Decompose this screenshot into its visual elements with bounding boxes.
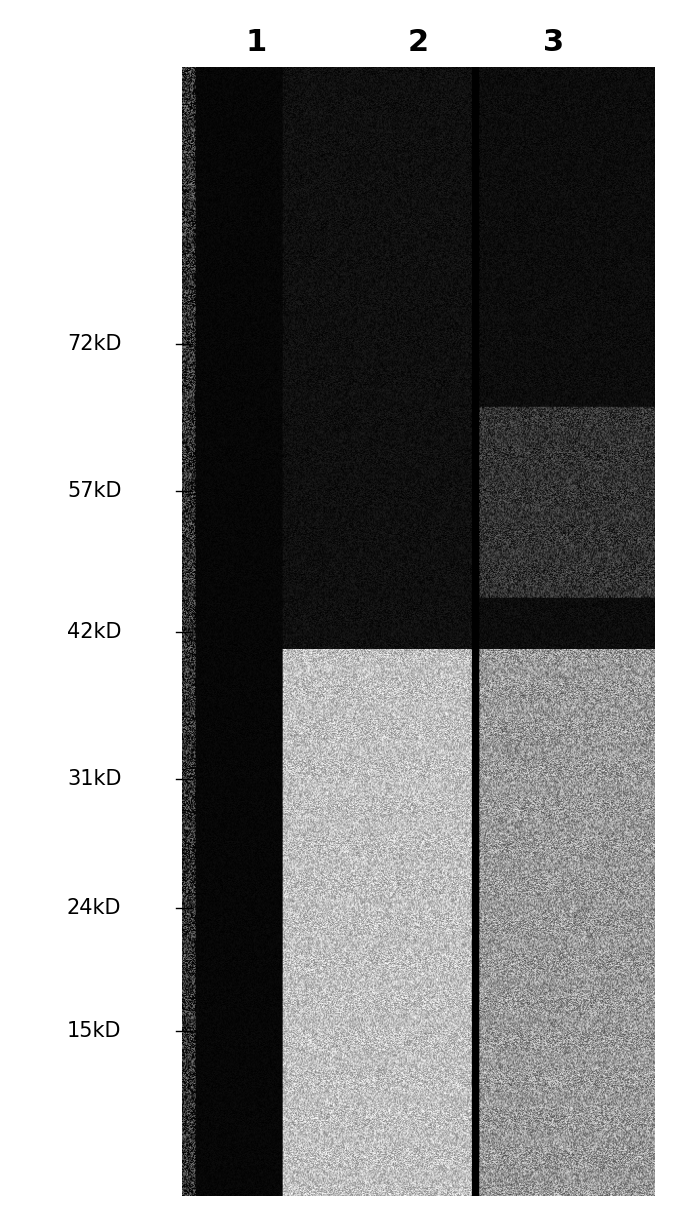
Text: 1: 1 xyxy=(246,28,267,58)
Text: 15kD: 15kD xyxy=(67,1021,122,1040)
Text: 3: 3 xyxy=(543,28,564,58)
Text: 31kD: 31kD xyxy=(67,769,122,789)
Text: 57kD: 57kD xyxy=(67,481,122,501)
Bar xyxy=(182,67,655,1196)
Text: 72kD: 72kD xyxy=(67,334,122,353)
Text: 24kD: 24kD xyxy=(67,898,122,918)
Text: 42kD: 42kD xyxy=(67,622,122,642)
Text: 2: 2 xyxy=(408,28,429,58)
